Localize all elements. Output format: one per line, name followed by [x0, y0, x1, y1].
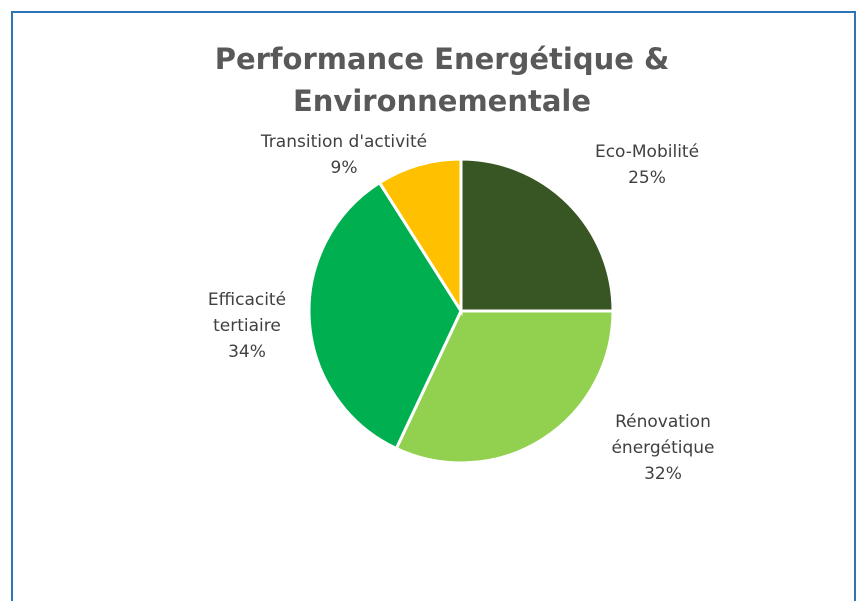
value-label: 9% [330, 158, 358, 178]
category-label: Efficacité tertiaire [207, 290, 287, 336]
pie-slice [307, 180, 463, 451]
chart-frame [11, 11, 856, 601]
chart-title: Performance Energétique & Environnementa… [214, 42, 670, 118]
pie-slice [459, 157, 615, 313]
pie-slice [394, 309, 615, 465]
category-label: Transition d'activité [260, 132, 428, 152]
data-label: Transition d'activité 9% [234, 129, 454, 181]
value-label: 25% [628, 168, 666, 188]
value-label: 34% [228, 342, 266, 362]
data-label: Efficacité tertiaire 34% [192, 287, 302, 365]
category-label: Rénovation énergétique [611, 412, 715, 458]
value-label: 32% [644, 464, 682, 484]
pie-slice [377, 157, 463, 317]
data-label: Eco-Mobilité 25% [567, 139, 727, 191]
category-label: Eco-Mobilité [594, 142, 700, 162]
data-label: Rénovation énergétique 32% [588, 409, 738, 487]
